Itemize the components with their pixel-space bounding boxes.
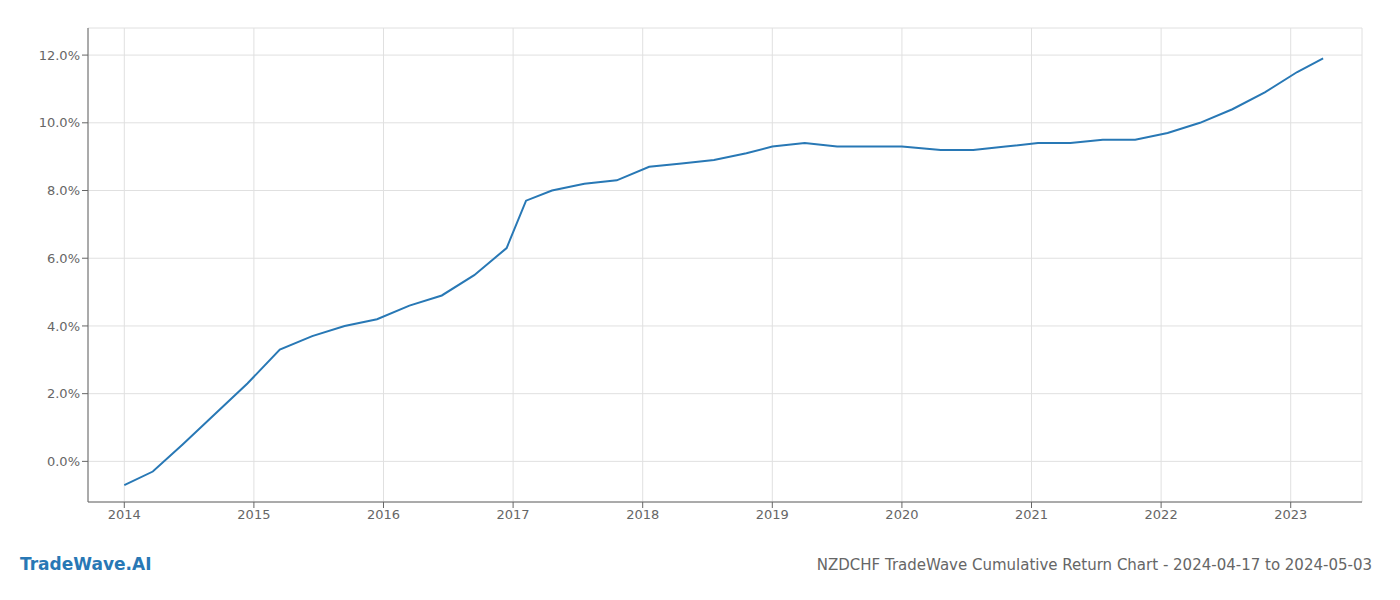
svg-text:2021: 2021 [1015, 507, 1048, 522]
svg-text:2017: 2017 [497, 507, 530, 522]
svg-text:2.0%: 2.0% [47, 386, 80, 401]
svg-text:2015: 2015 [237, 507, 270, 522]
svg-text:4.0%: 4.0% [47, 319, 80, 334]
svg-text:10.0%: 10.0% [39, 115, 80, 130]
html-text:TradeWave.AI: TradeWave.AI [20, 554, 152, 574]
svg-text:2022: 2022 [1145, 507, 1178, 522]
svg-text:2023: 2023 [1274, 507, 1307, 522]
svg-text:2014: 2014 [108, 507, 141, 522]
html-text:NZDCHF TradeWave Cumulative Re: NZDCHF TradeWave Cumulative Return Chart… [816, 556, 1372, 574]
svg-text:6.0%: 6.0% [47, 251, 80, 266]
svg-text:8.0%: 8.0% [47, 183, 80, 198]
svg-text:2019: 2019 [756, 507, 789, 522]
svg-text:2018: 2018 [626, 507, 659, 522]
svg-text:2020: 2020 [885, 507, 918, 522]
svg-text:2016: 2016 [367, 507, 400, 522]
svg-text:0.0%: 0.0% [47, 454, 80, 469]
svg-text:12.0%: 12.0% [39, 48, 80, 63]
